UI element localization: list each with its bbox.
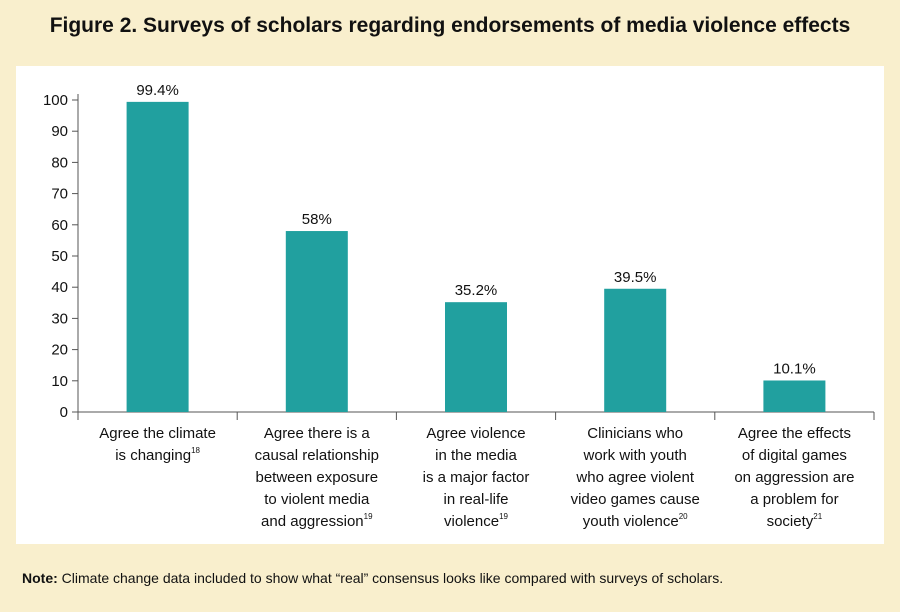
chart-title: Figure 2. Surveys of scholars regarding … xyxy=(49,14,851,37)
footnote-superscript: 19 xyxy=(364,512,373,521)
bar xyxy=(285,231,348,412)
category-label-line: in real-life xyxy=(443,491,508,508)
y-tick-label: 70 xyxy=(51,186,68,203)
category-label-line: is a major factor xyxy=(423,469,530,486)
y-tick-label: 60 xyxy=(51,217,68,234)
category-label-line: is changing18 xyxy=(115,446,200,464)
data-label: 58% xyxy=(302,211,332,228)
y-tick-label: 100 xyxy=(43,92,68,109)
category-label-line: work with youth xyxy=(583,447,687,464)
bar-chart: 0 10 20 30 40 50 60 70 80 90 100 99.4% Agree the cli… xyxy=(43,82,875,530)
y-tick-label: 20 xyxy=(51,342,68,359)
category-label-line: to violent media xyxy=(264,491,370,508)
y-tick-label: 0 xyxy=(60,404,68,421)
category-label-line: Clinicians who xyxy=(587,425,683,442)
data-label: 10.1% xyxy=(773,360,816,377)
category-label-line: violence19 xyxy=(444,512,508,530)
y-tick-label: 80 xyxy=(51,154,68,171)
chart-panel: 0 10 20 30 40 50 60 70 80 90 100 99.4% Agree the cli… xyxy=(16,66,884,544)
y-tick-label: 30 xyxy=(51,310,68,327)
category-label-line: society21 xyxy=(767,512,823,530)
category-label-line: youth violence20 xyxy=(583,512,688,530)
data-label: 99.4% xyxy=(136,82,179,99)
footnote-superscript: 21 xyxy=(813,512,822,521)
category-label-line: who agree violent xyxy=(575,469,694,486)
footnote-superscript: 20 xyxy=(679,512,688,521)
data-label: 39.5% xyxy=(614,269,657,286)
category-label-line: on aggression are xyxy=(734,469,854,486)
data-label: 35.2% xyxy=(455,282,498,299)
category-label-line: Agree violence xyxy=(426,425,525,442)
note-label: Note: xyxy=(22,570,58,586)
bar xyxy=(126,101,189,412)
footnote-superscript: 19 xyxy=(499,512,508,521)
y-tick-label: 50 xyxy=(51,248,68,265)
y-tick-label: 40 xyxy=(51,279,68,296)
footnote-superscript: 18 xyxy=(191,446,200,455)
category-label-line: Agree there is a xyxy=(264,425,371,442)
category-label-line: causal relationship xyxy=(255,447,379,464)
y-tick-label: 90 xyxy=(51,123,68,140)
category-label-line: video games cause xyxy=(571,491,700,508)
category-label-line: Agree the effects xyxy=(738,425,851,442)
category-label-line: of digital games xyxy=(742,447,847,464)
note-text: Climate change data included to show wha… xyxy=(57,570,724,586)
bar xyxy=(763,380,826,412)
bar xyxy=(445,302,507,412)
y-tick-label: 10 xyxy=(51,373,68,390)
bar xyxy=(604,288,667,412)
footnote: Note: Climate change data included to sh… xyxy=(22,570,723,586)
category-label-line: between exposure xyxy=(256,469,379,486)
category-label-line: a problem for xyxy=(750,491,838,508)
category-label-line: and aggression19 xyxy=(261,512,373,530)
category-label-line: in the media xyxy=(435,447,517,464)
category-label-line: Agree the climate xyxy=(99,425,216,442)
